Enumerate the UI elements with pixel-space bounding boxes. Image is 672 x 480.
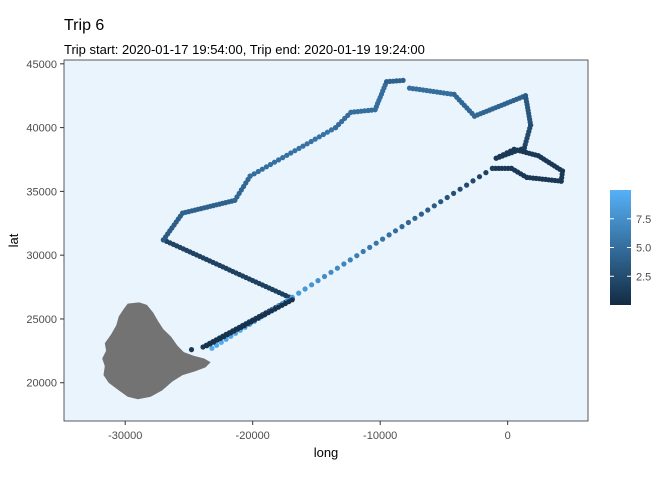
data-point xyxy=(251,171,257,177)
data-point xyxy=(312,136,318,142)
color-legend: 2.5 5.0 7.5 xyxy=(610,190,651,305)
data-point xyxy=(399,224,405,230)
data-point xyxy=(288,150,294,156)
data-point xyxy=(209,345,215,351)
data-point xyxy=(280,155,286,161)
data-point xyxy=(328,127,335,133)
data-point xyxy=(464,182,470,188)
data-point xyxy=(431,203,437,209)
data-point xyxy=(276,157,282,163)
data-point xyxy=(483,170,489,176)
data-point xyxy=(292,148,298,154)
x-tick-label: -10000 xyxy=(363,430,397,442)
data-point xyxy=(315,278,321,284)
data-point xyxy=(259,166,265,172)
data-point xyxy=(324,129,330,135)
x-tick-label: -30000 xyxy=(108,430,142,442)
data-point xyxy=(347,257,353,263)
data-point xyxy=(271,159,278,165)
data-point xyxy=(263,164,269,170)
data-point xyxy=(300,143,306,149)
data-point xyxy=(309,282,315,288)
island-shape xyxy=(102,302,211,400)
data-point xyxy=(304,141,310,147)
data-point xyxy=(267,161,274,168)
data-point xyxy=(418,211,424,217)
data-point xyxy=(392,228,399,234)
data-point xyxy=(328,269,334,275)
y-tick-label: 20000 xyxy=(26,378,57,390)
data-point xyxy=(354,253,360,259)
data-point xyxy=(320,131,326,138)
data-point xyxy=(470,178,476,184)
data-point xyxy=(380,236,386,242)
data-point xyxy=(386,232,392,238)
x-axis-ticks: -30000 -20000 -10000 0 xyxy=(108,421,511,442)
data-point xyxy=(321,273,328,280)
y-tick-label: 35000 xyxy=(26,186,57,198)
data-point xyxy=(308,138,314,145)
y-tick-label: 30000 xyxy=(26,250,57,262)
data-point xyxy=(296,290,302,296)
data-point xyxy=(255,168,261,175)
y-tick-label: 45000 xyxy=(26,59,57,71)
y-axis-title: lat xyxy=(6,233,21,247)
data-point xyxy=(296,145,302,151)
data-point xyxy=(405,219,411,226)
y-tick-label: 40000 xyxy=(26,123,57,135)
x-axis-title: long xyxy=(314,445,339,460)
data-point xyxy=(284,152,290,158)
chart-subtitle: Trip start: 2020-01-17 19:54:00, Trip en… xyxy=(64,42,425,57)
data-point xyxy=(457,186,463,192)
data-point xyxy=(412,215,418,221)
data-point xyxy=(444,194,450,201)
chart-title: Trip 6 xyxy=(64,17,105,34)
color-legend-ticks: 2.5 5.0 7.5 xyxy=(610,214,651,283)
legend-tick-label: 7.5 xyxy=(636,214,651,226)
legend-tick-label: 2.5 xyxy=(636,271,651,283)
data-point xyxy=(360,248,366,255)
data-point xyxy=(334,265,340,271)
data-point xyxy=(476,174,483,180)
data-point xyxy=(289,297,295,303)
data-point xyxy=(302,286,308,292)
color-legend-bar xyxy=(610,190,631,305)
data-point xyxy=(438,199,444,205)
data-point xyxy=(316,134,322,140)
y-axis-ticks: 20000 25000 30000 35000 40000 45000 xyxy=(26,59,64,390)
data-point xyxy=(367,244,373,250)
data-points xyxy=(160,77,566,353)
x-tick-label: -20000 xyxy=(236,430,270,442)
data-point xyxy=(188,347,195,353)
data-point xyxy=(218,339,224,345)
data-point xyxy=(425,207,431,213)
x-tick-label: 0 xyxy=(505,430,511,442)
legend-tick-label: 5.0 xyxy=(636,243,651,255)
data-point xyxy=(400,77,406,83)
data-point xyxy=(489,165,495,171)
y-tick-label: 25000 xyxy=(26,314,57,326)
data-point xyxy=(373,240,379,246)
data-point xyxy=(451,190,457,196)
data-point xyxy=(341,261,347,267)
data-point xyxy=(247,173,253,179)
